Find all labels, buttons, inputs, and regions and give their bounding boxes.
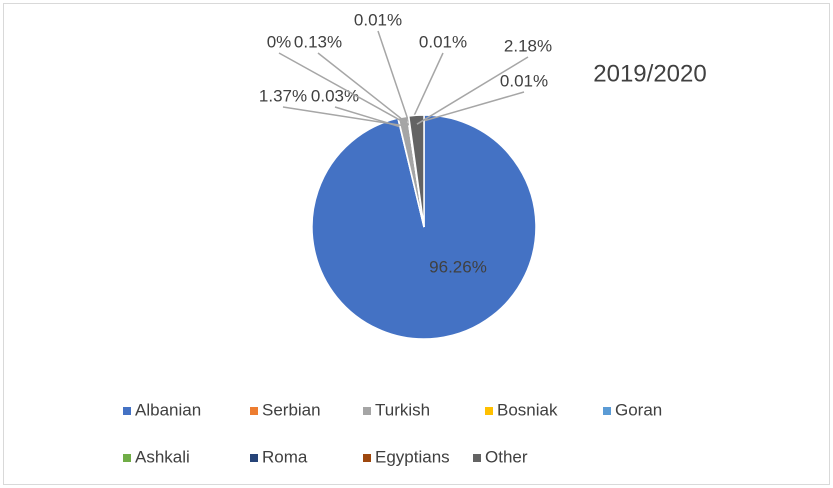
legend-swatch <box>473 454 481 462</box>
legend-label: Ashkali <box>135 447 190 466</box>
legend-swatch <box>485 407 493 415</box>
data-label: 0.01% <box>419 32 467 51</box>
data-label: 0% <box>267 32 292 51</box>
chart-title: 2019/2020 <box>593 60 706 87</box>
leader-line <box>416 56 529 125</box>
legend-swatch <box>250 407 258 415</box>
legend-swatch <box>123 407 131 415</box>
data-label: 0.01% <box>354 10 402 29</box>
data-label: 2.18% <box>504 36 552 55</box>
data-label: 0.01% <box>500 71 548 90</box>
data-label: 1.37% <box>259 86 307 105</box>
legend-label: Egyptians <box>375 447 450 466</box>
legend-swatch <box>363 454 371 462</box>
leader-line <box>278 52 410 126</box>
legend-swatch <box>603 407 611 415</box>
data-label: 0.03% <box>311 86 359 105</box>
legend-swatch <box>123 454 131 462</box>
leader-line <box>409 91 525 126</box>
leader-line <box>377 30 411 126</box>
legend-label: Albanian <box>135 400 201 419</box>
leader-line <box>409 52 444 126</box>
legend-label: Other <box>485 447 528 466</box>
leader-line <box>317 52 410 126</box>
legend-label: Bosniak <box>497 400 558 419</box>
pie-slice <box>407 114 425 228</box>
legend-label: Serbian <box>262 400 321 419</box>
legend-label: Roma <box>262 447 308 466</box>
legend-label: Turkish <box>375 400 430 419</box>
data-label: 0.13% <box>294 32 342 51</box>
legend-swatch <box>250 454 258 462</box>
data-label: 96.26% <box>429 257 487 276</box>
legend-swatch <box>363 407 371 415</box>
leader-line <box>282 106 405 127</box>
legend-label: Goran <box>615 400 662 419</box>
